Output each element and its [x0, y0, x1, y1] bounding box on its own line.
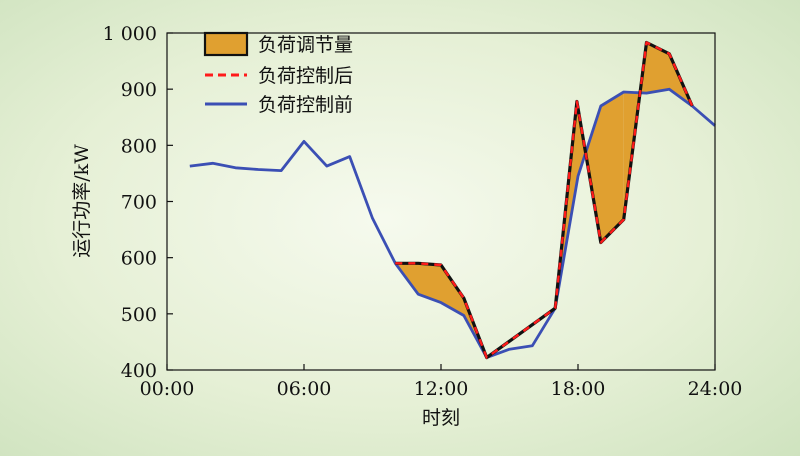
x-axis-label: 时刻	[422, 407, 460, 429]
legend-label-regulation: 负荷调节量	[258, 34, 353, 56]
y-tick-label: 400	[121, 360, 157, 382]
y-tick-label: 1 000	[103, 23, 157, 45]
y-tick-label: 900	[121, 79, 157, 101]
legend-label-before: 负荷控制前	[258, 94, 353, 116]
regulation-area-region	[395, 263, 487, 358]
legend: 负荷调节量 负荷控制后 负荷控制前	[203, 31, 353, 116]
y-tick-label: 800	[121, 135, 157, 157]
y-tick-label: 700	[121, 192, 157, 214]
plot-frame	[166, 32, 716, 371]
axes: 00:00 06:00 12:00 18:00 24:00 400 500 600 700 800…	[103, 23, 743, 400]
y-axis-label: 运行功率/kW	[71, 144, 93, 258]
x-tick-label: 00:00	[140, 378, 195, 400]
legend-swatch-regulation	[203, 31, 249, 57]
x-tick-label: 24:00	[688, 378, 743, 400]
x-tick-label: 06:00	[277, 378, 332, 400]
series-line-after	[395, 41, 694, 359]
y-tick-label: 500	[121, 304, 157, 326]
legend-label-after: 负荷控制后	[258, 65, 353, 87]
series-line-before	[189, 87, 716, 360]
x-tick-label: 12:00	[414, 378, 469, 400]
regulation-area-fills	[395, 42, 693, 358]
series-lines	[189, 40, 716, 360]
x-tick-label: 18:00	[551, 378, 606, 400]
y-tick-label: 600	[121, 248, 157, 270]
